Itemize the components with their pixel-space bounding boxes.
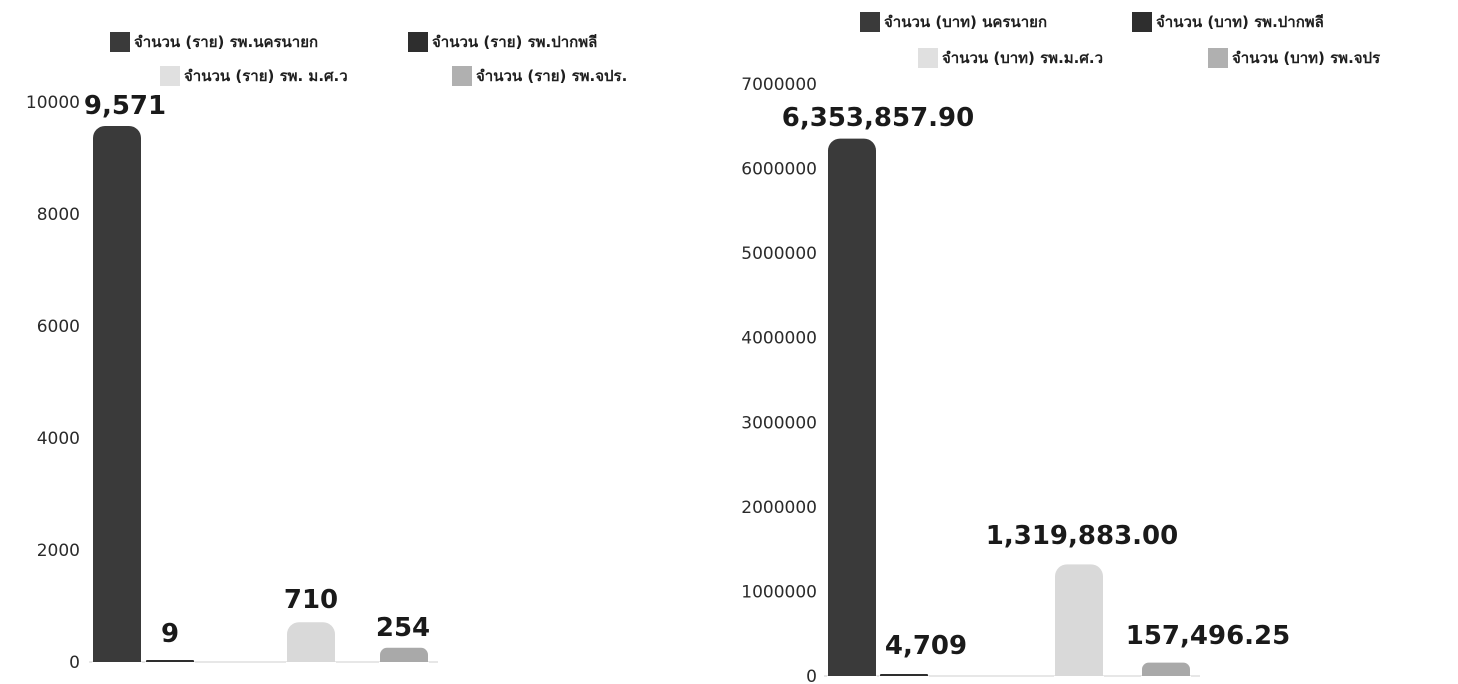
y-tick-label: 4000000 (741, 329, 817, 349)
data-label: 9,571 (84, 91, 166, 121)
legend-item: จำนวน (ราย) รพ. ม.ศ.ว (160, 64, 348, 88)
y-tick-label: 0 (69, 653, 80, 673)
legend-item: จำนวน (บาท) รพ.จปร (1208, 46, 1380, 70)
legend-item: จำนวน (บาท) รพ.ม.ศ.ว (918, 46, 1103, 70)
legend-swatch (860, 12, 880, 32)
legend-swatch (110, 32, 130, 52)
y-tick-label: 8000 (37, 205, 80, 225)
bar-base-mask (92, 662, 142, 676)
y-tick-label: 2000000 (741, 498, 817, 518)
data-label: 254 (376, 613, 430, 643)
y-tick-label: 6000000 (741, 160, 817, 180)
legend-label: จำนวน (ราย) รพ.จปร. (476, 67, 628, 85)
bar-base-mask (879, 676, 929, 679)
data-label: 6,353,857.90 (782, 103, 974, 133)
legend-swatch (452, 66, 472, 86)
legend-label: จำนวน (ราย) รพ.นครนายก (134, 33, 319, 51)
data-label: 4,709 (885, 631, 967, 661)
legend-label: จำนวน (บาท) รพ.ม.ศ.ว (942, 49, 1104, 67)
legend-item: จำนวน (ราย) รพ.นครนายก (110, 30, 318, 54)
y-tick-label: 2000 (37, 541, 80, 561)
bar-base-mask (145, 662, 195, 665)
legend-item: จำนวน (ราย) รพ.ปากพลี (408, 30, 597, 54)
y-tick-label: 3000000 (741, 413, 817, 433)
legend-label: จำนวน (บาท) รพ.ปากพลี (1156, 13, 1324, 31)
legend-label: จำนวน (บาท) รพ.จปร (1232, 49, 1381, 67)
y-tick-label: 6000 (37, 317, 80, 337)
legend-label: จำนวน (ราย) รพ.ปากพลี (432, 33, 598, 51)
legend-swatch (160, 66, 180, 86)
bar (1055, 564, 1103, 684)
legend-swatch (1132, 12, 1152, 32)
legend-item: จำนวน (ราย) รพ.จปร. (452, 64, 627, 88)
bar-base-mask (1141, 676, 1191, 684)
y-tick-label: 10000 (26, 93, 80, 113)
legend-swatch (1208, 48, 1228, 68)
chart-amount: จำนวน (บาท) นครนายก จำนวน (บาท) รพ.ปากพล… (700, 0, 1458, 684)
data-label: 9 (161, 619, 179, 649)
legend-swatch (918, 48, 938, 68)
bar (828, 138, 876, 684)
bar-base-mask (286, 662, 336, 676)
legend-label: จำนวน (บาท) นครนายก (884, 13, 1048, 31)
legend-item: จำนวน (บาท) นครนายก (860, 10, 1047, 34)
bar-base-mask (379, 662, 429, 672)
chart-patients: จำนวน (ราย) รพ.นครนายก จำนวน (ราย) รพ.ปา… (0, 0, 700, 684)
data-label: 1,319,883.00 (986, 521, 1178, 551)
y-tick-label: 4000 (37, 429, 80, 449)
legend-swatch (408, 32, 428, 52)
plot-area: 0 2000 4000 6000 8000 10000 9,571 9 710 254 (26, 91, 438, 676)
bar (93, 126, 141, 675)
y-tick-label: 7000000 (741, 75, 817, 95)
y-tick-label: 0 (806, 667, 817, 684)
bar-base-mask (1054, 676, 1104, 684)
bar-base-mask (827, 676, 877, 684)
plot-area: 0 1000000 2000000 3000000 4000000 5000000 6000… (741, 75, 1290, 684)
data-label: 710 (284, 585, 338, 615)
bar (287, 622, 335, 674)
legend-label: จำนวน (ราย) รพ. ม.ศ.ว (184, 67, 348, 85)
y-tick-label: 5000000 (741, 244, 817, 264)
data-label: 157,496.25 (1126, 621, 1290, 651)
legend-item: จำนวน (บาท) รพ.ปากพลี (1132, 10, 1324, 34)
y-tick-label: 1000000 (741, 582, 817, 602)
